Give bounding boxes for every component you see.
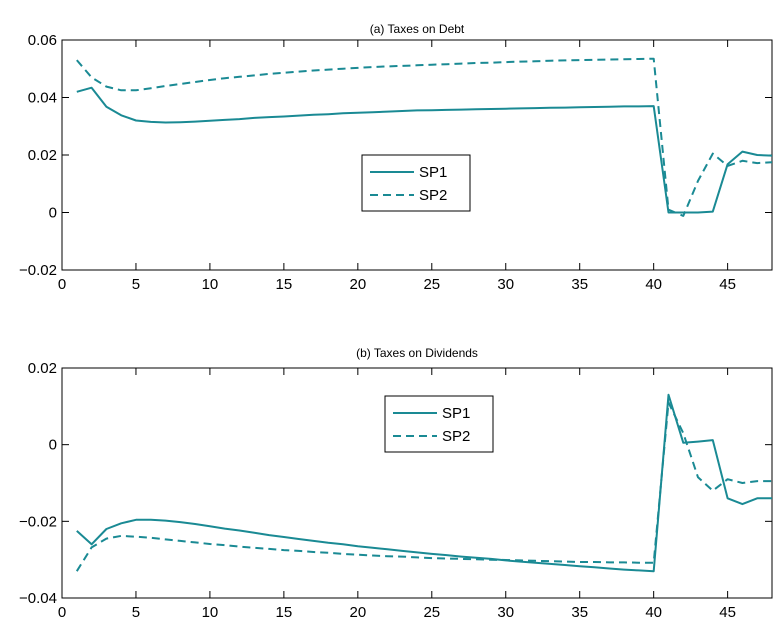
- x-tick-label: 10: [202, 604, 219, 620]
- x-tick-label: 40: [645, 604, 662, 620]
- legend-label-sp2: SP2: [442, 428, 470, 445]
- x-tick-label: 45: [719, 604, 736, 620]
- x-tick-label: 5: [132, 276, 140, 293]
- axes-box: [61, 367, 773, 599]
- x-tick-label: 35: [571, 604, 588, 620]
- y-tick-label: 0.02: [28, 147, 57, 164]
- chart-title: (a) Taxes on Debt: [370, 22, 465, 36]
- x-tick-label: 45: [719, 276, 736, 293]
- x-tick-label: 20: [349, 604, 366, 620]
- y-tick-label: −0.04: [19, 590, 57, 607]
- series-line-sp2: [75, 401, 772, 572]
- y-tick-label: 0.02: [28, 360, 57, 377]
- x-tick-label: 20: [349, 276, 366, 293]
- x-tick-label: 0: [58, 604, 66, 620]
- x-tick-label: 35: [571, 276, 588, 293]
- y-tick-label: −0.02: [19, 262, 57, 279]
- y-tick-label: 0.04: [28, 90, 57, 107]
- x-tick-label: 10: [202, 276, 219, 293]
- y-tick-label: 0: [49, 437, 57, 454]
- legend-label-sp1: SP1: [419, 164, 447, 181]
- x-tick-label: 40: [645, 276, 662, 293]
- series-line-sp2: [76, 57, 772, 217]
- chart-panel-1: (a) Taxes on Debt 0 5 10 15 20 25 30 35 40 45 −0.02…: [19, 22, 773, 293]
- x-tick-label: 5: [132, 604, 140, 620]
- legend-box: [361, 154, 471, 212]
- y-tick-label: −0.02: [19, 513, 57, 530]
- series-line-sp1: [76, 86, 772, 214]
- x-tick-label: 15: [276, 604, 293, 620]
- x-tick-label: 0: [58, 276, 66, 293]
- chart-panel-2: (b) Taxes on Dividends 0 5 10 15 20 25 30 35 40 45…: [19, 346, 773, 620]
- legend-box: [384, 395, 494, 453]
- legend-label-sp1: SP1: [442, 405, 470, 422]
- x-tick-label: 30: [497, 604, 514, 620]
- x-tick-label: 15: [276, 276, 293, 293]
- legend-label-sp2: SP2: [419, 187, 447, 204]
- x-tick-label: 25: [423, 276, 440, 293]
- y-tick-label: 0.06: [28, 32, 57, 49]
- x-tick-label: 25: [423, 604, 440, 620]
- x-tick-label: 30: [497, 276, 514, 293]
- chart-title: (b) Taxes on Dividends: [356, 346, 478, 360]
- y-tick-label: 0: [49, 205, 57, 222]
